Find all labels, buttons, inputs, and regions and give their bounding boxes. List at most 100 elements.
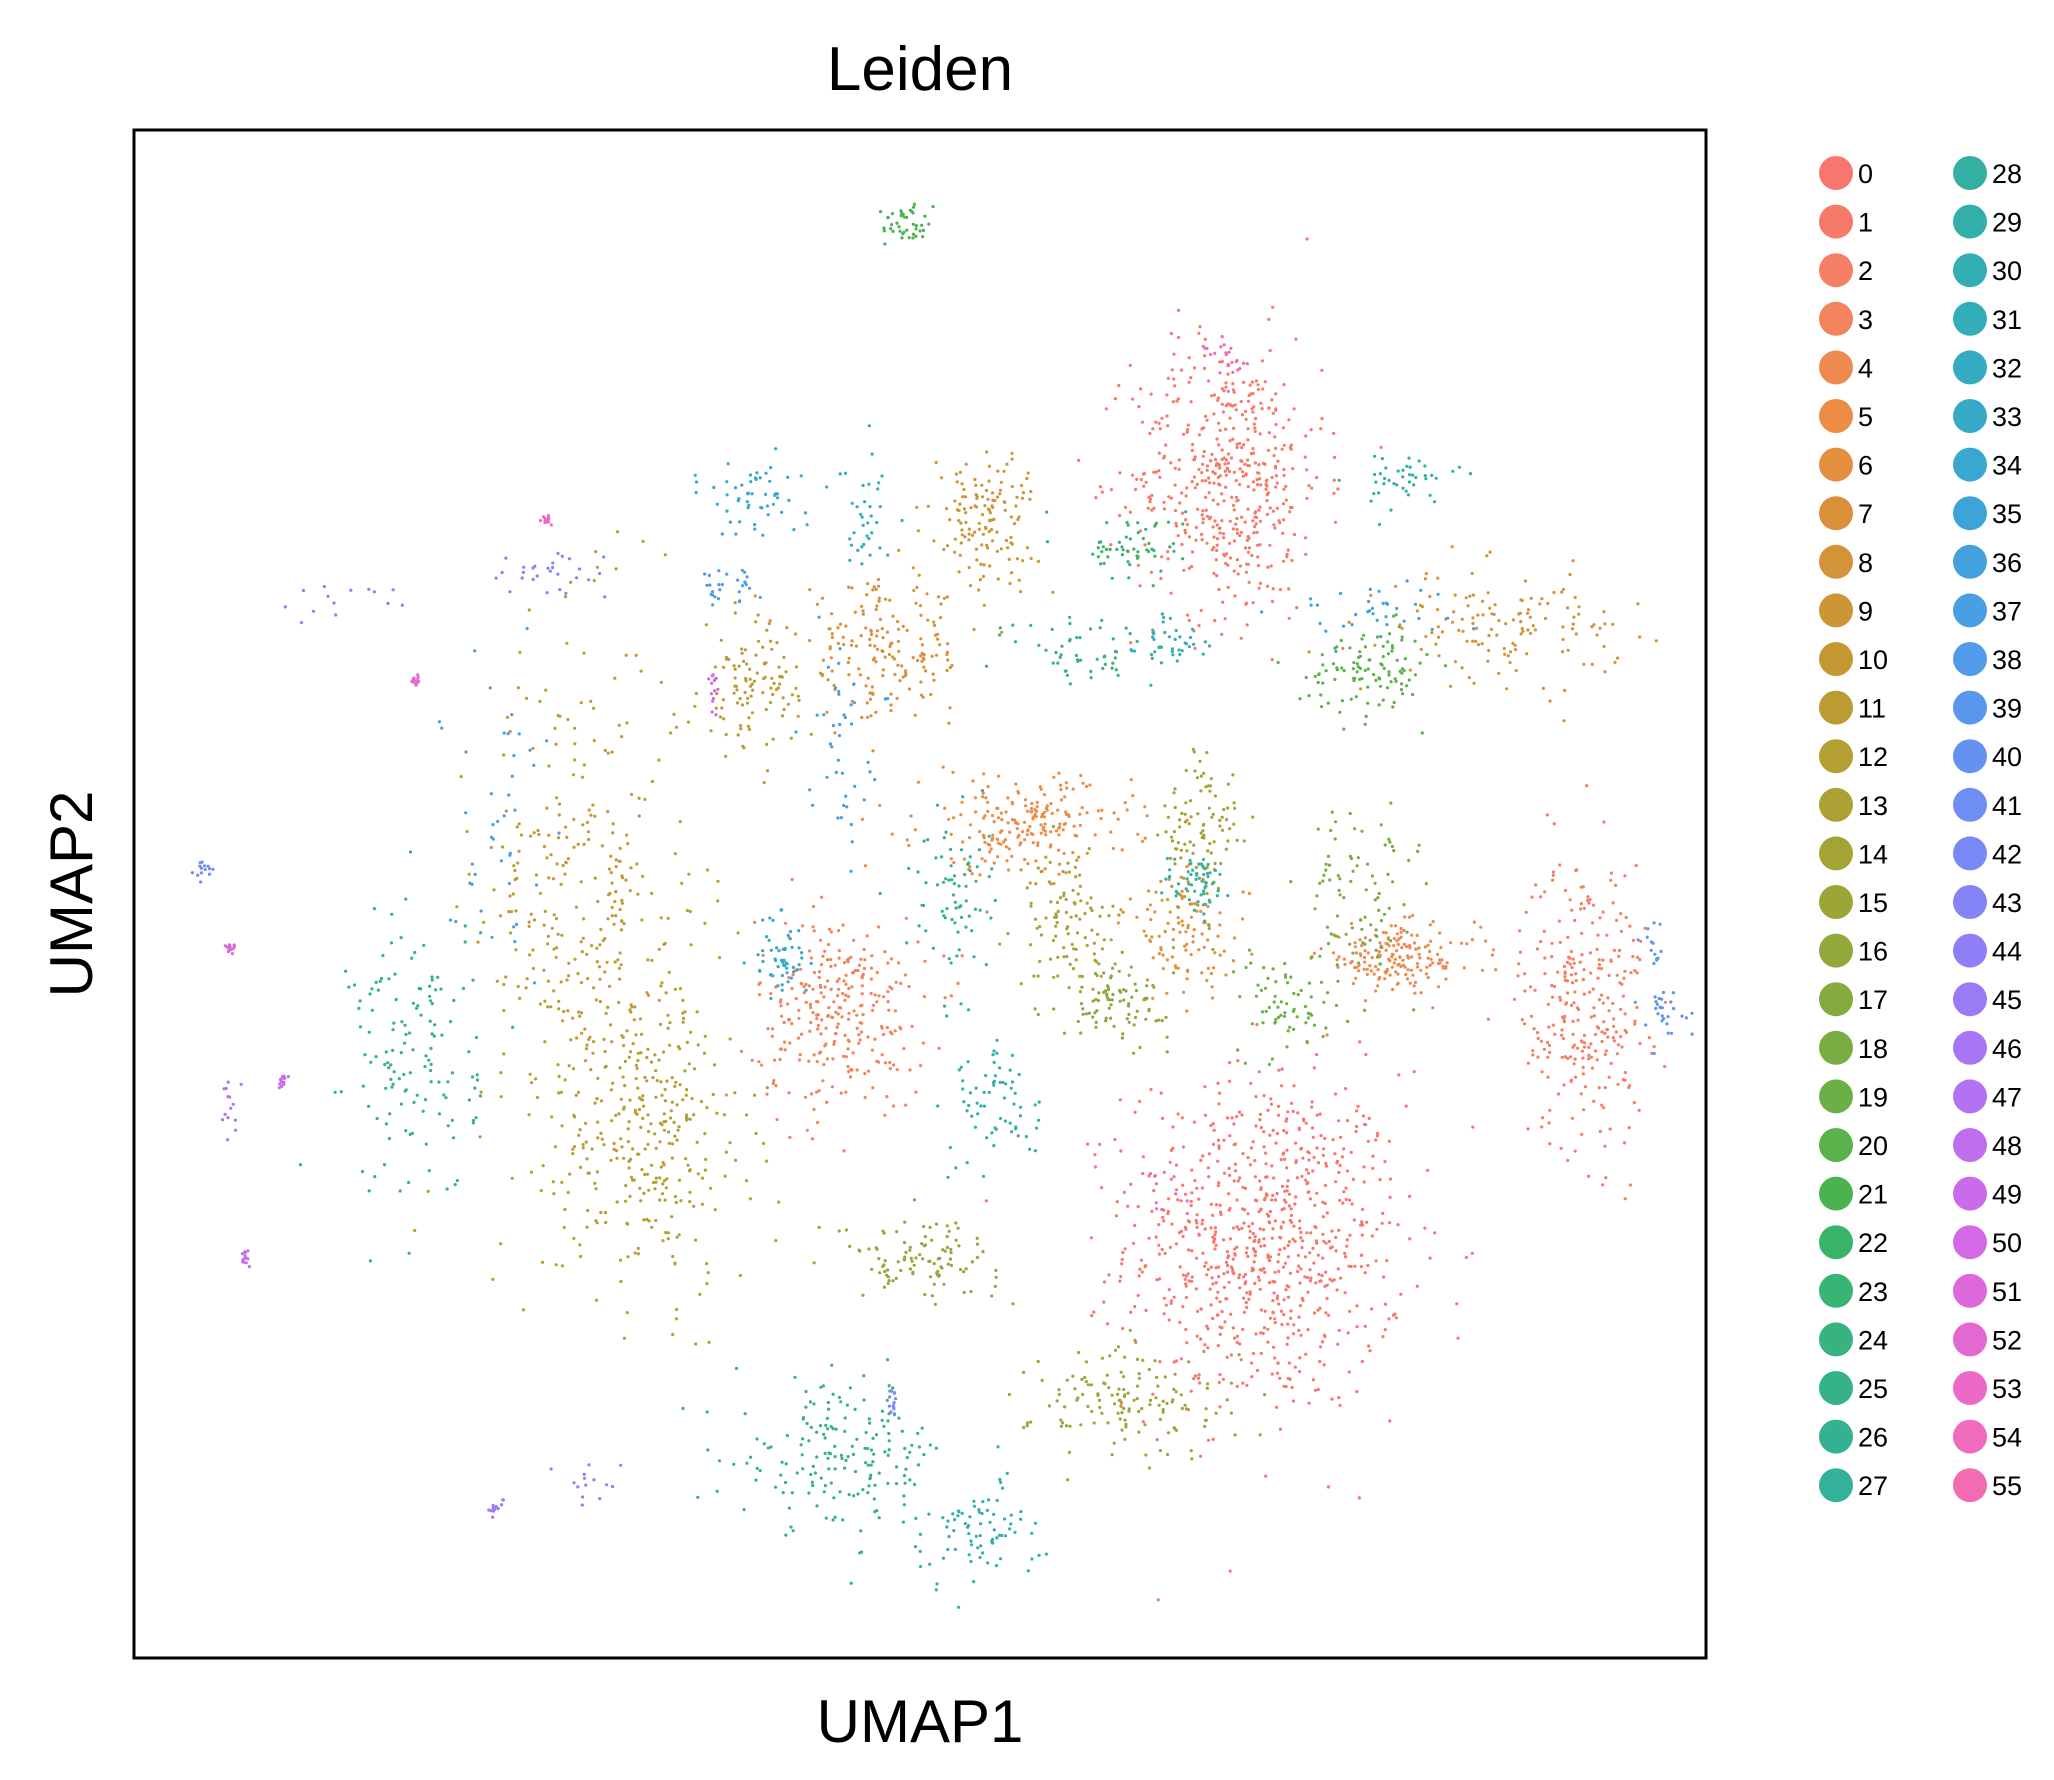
data-point: [880, 1053, 884, 1057]
data-point: [1232, 822, 1236, 826]
data-point: [1316, 680, 1320, 685]
data-point: [1574, 1075, 1578, 1079]
data-point: [1265, 493, 1269, 497]
data-point: [800, 1453, 804, 1457]
data-point: [1143, 805, 1147, 809]
data-point: [1078, 873, 1082, 877]
data-point: [1296, 993, 1300, 997]
data-point: [823, 985, 827, 989]
data-point: [1276, 1260, 1280, 1264]
data-point: [1177, 1231, 1182, 1235]
data-point: [636, 1152, 640, 1156]
data-point: [1286, 1110, 1290, 1114]
data-point: [617, 723, 621, 727]
data-point: [667, 1141, 671, 1145]
data-point: [821, 658, 826, 662]
data-point: [1107, 1273, 1111, 1277]
data-point: [1318, 1345, 1323, 1349]
data-point: [936, 1269, 940, 1274]
data-point: [1109, 488, 1113, 492]
data-point: [1361, 1207, 1365, 1211]
data-point: [1194, 525, 1198, 530]
data-point: [978, 1534, 982, 1538]
data-point: [1321, 1153, 1325, 1157]
data-point: [833, 1455, 837, 1459]
data-point: [1612, 1017, 1616, 1021]
data-point: [1285, 1284, 1289, 1288]
data-point: [925, 592, 929, 596]
data-point: [1080, 806, 1084, 810]
data-point: [1221, 532, 1226, 536]
data-point: [1407, 678, 1411, 682]
data-point: [917, 924, 921, 928]
data-point: [1258, 432, 1262, 436]
data-point: [1020, 496, 1025, 500]
data-point: [833, 1467, 837, 1471]
data-point: [916, 1463, 921, 1467]
data-point: [1307, 981, 1312, 985]
data-point: [904, 1103, 908, 1107]
data-point: [958, 470, 963, 474]
data-point: [1100, 905, 1104, 909]
data-point: [1444, 977, 1448, 981]
data-point: [411, 1048, 415, 1052]
data-point: [922, 1224, 926, 1229]
data-point: [996, 469, 1000, 473]
data-point: [987, 518, 992, 523]
data-point: [1391, 880, 1395, 884]
data-point: [1338, 1198, 1342, 1202]
data-point: [783, 921, 788, 925]
data-point: [528, 1072, 532, 1076]
data-point: [1531, 624, 1535, 628]
data-point: [947, 1535, 951, 1539]
data-point: [866, 676, 870, 680]
data-point: [974, 1534, 978, 1538]
data-point: [1289, 1316, 1293, 1320]
data-point: [1186, 423, 1190, 427]
data-point: [1373, 881, 1377, 885]
data-point: [465, 829, 469, 834]
data-point: [1332, 491, 1336, 495]
data-point: [1270, 599, 1275, 604]
data-point: [1623, 969, 1627, 973]
data-point: [1353, 965, 1357, 970]
data-point: [534, 873, 539, 877]
data-point: [635, 1066, 639, 1070]
data-point: [853, 969, 857, 973]
data-point: [1338, 877, 1342, 881]
data-point: [738, 697, 742, 701]
data-point: [966, 1060, 970, 1064]
data-point: [1239, 400, 1243, 404]
data-point: [1161, 1215, 1165, 1219]
data-point: [1388, 973, 1392, 977]
data-point: [856, 968, 860, 973]
data-point: [822, 995, 826, 999]
data-point: [1337, 1119, 1341, 1123]
data-point: [1203, 1113, 1208, 1117]
data-point: [1190, 1168, 1194, 1172]
cluster-2-points: [1486, 784, 1667, 1201]
data-point: [1207, 476, 1211, 480]
data-point: [1481, 613, 1485, 617]
data-point: [1173, 862, 1177, 866]
data-point: [609, 1158, 613, 1162]
data-point: [1216, 886, 1220, 891]
data-point: [1144, 1264, 1148, 1268]
data-point: [599, 1210, 603, 1215]
data-point: [1203, 354, 1207, 358]
data-point: [1639, 939, 1643, 944]
data-point: [1596, 1026, 1601, 1030]
data-point: [777, 1200, 781, 1204]
data-point: [739, 1049, 744, 1053]
data-point: [367, 1104, 371, 1108]
data-point: [584, 1059, 588, 1063]
data-point: [1133, 1223, 1137, 1228]
data-point: [910, 1024, 914, 1028]
data-point: [636, 892, 640, 896]
data-point: [1099, 974, 1103, 979]
data-point: [1118, 514, 1122, 518]
data-point: [1333, 837, 1337, 841]
data-point: [844, 624, 848, 628]
data-point: [948, 1145, 952, 1150]
data-point: [1243, 520, 1247, 524]
